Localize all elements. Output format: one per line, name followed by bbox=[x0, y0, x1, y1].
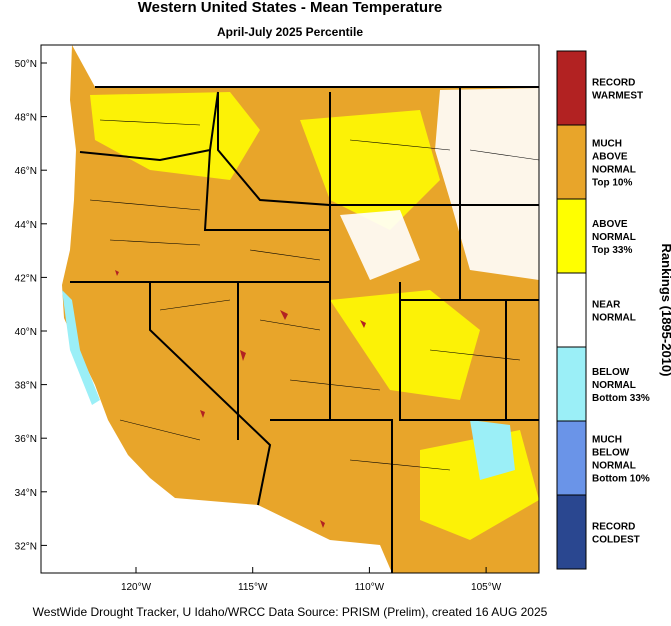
legend-label: WARMEST bbox=[592, 91, 643, 102]
lat-label: 46°N bbox=[15, 166, 37, 177]
lat-label: 42°N bbox=[15, 273, 37, 284]
legend-label: RECORD bbox=[592, 522, 635, 533]
legend-swatch bbox=[556, 272, 587, 348]
legend-label: MUCH bbox=[592, 435, 622, 446]
canada bbox=[72, 45, 539, 87]
legend-title: Rankings (1895-2010) bbox=[659, 244, 671, 377]
legend-label: Bottom 10% bbox=[592, 474, 650, 485]
lat-label: 40°N bbox=[15, 327, 37, 338]
legend-swatch bbox=[556, 494, 587, 570]
legend-label: Bottom 33% bbox=[592, 393, 650, 404]
near-normal-areas bbox=[340, 88, 539, 280]
state-lines bbox=[70, 86, 539, 573]
lat-label: 34°N bbox=[15, 488, 37, 499]
lat-label: 38°N bbox=[15, 381, 37, 392]
legend-label: COLDEST bbox=[592, 535, 640, 546]
legend-label: NORMAL bbox=[592, 232, 636, 243]
lon-label: 120°W bbox=[121, 582, 152, 593]
legend-swatch bbox=[556, 124, 587, 200]
axes: 50°N 48°N 46°N 44°N 42°N 40°N 38°N 36°N 34°N 32°N… bbox=[15, 59, 502, 593]
footer: WestWide Drought Tracker, U Idaho/WRCC D… bbox=[33, 605, 548, 619]
legend-swatch bbox=[556, 346, 587, 422]
legend-swatch bbox=[556, 420, 587, 496]
above-normal-areas bbox=[90, 92, 539, 540]
legend-label: BELOW bbox=[592, 448, 630, 459]
lat-label: 48°N bbox=[15, 113, 37, 124]
lat-label: 50°N bbox=[15, 59, 37, 70]
legend-label: MUCH bbox=[592, 139, 622, 150]
lat-label: 32°N bbox=[15, 541, 37, 552]
map bbox=[41, 45, 539, 573]
lat-label: 44°N bbox=[15, 220, 37, 231]
title: Western United States - Mean Temperature bbox=[138, 0, 443, 16]
legend-label: RECORD bbox=[592, 78, 635, 89]
map-frame bbox=[40, 44, 540, 574]
legend-label: NORMAL bbox=[592, 165, 636, 176]
legend-swatch bbox=[556, 50, 587, 126]
legend-label: BELOW bbox=[592, 367, 630, 378]
legend-label: NORMAL bbox=[592, 380, 636, 391]
legend-label: ABOVE bbox=[592, 219, 628, 230]
legend-label: NEAR bbox=[592, 300, 621, 311]
lon-label: 105°W bbox=[471, 582, 502, 593]
legend-label: NORMAL bbox=[592, 461, 636, 472]
lon-label: 115°W bbox=[238, 582, 268, 593]
legend-label: Top 33% bbox=[592, 245, 632, 256]
legend: RECORD WARMEST MUCH ABOVE NORMAL Top 10% ABOVE… bbox=[556, 50, 650, 570]
legend-label: ABOVE bbox=[592, 152, 628, 163]
legend-label: Top 10% bbox=[592, 178, 632, 189]
lat-label: 36°N bbox=[15, 434, 37, 445]
subtitle: April-July 2025 Percentile bbox=[217, 25, 363, 39]
lon-label: 110°W bbox=[355, 582, 385, 593]
legend-label: NORMAL bbox=[592, 313, 636, 324]
legend-swatch bbox=[556, 198, 587, 274]
